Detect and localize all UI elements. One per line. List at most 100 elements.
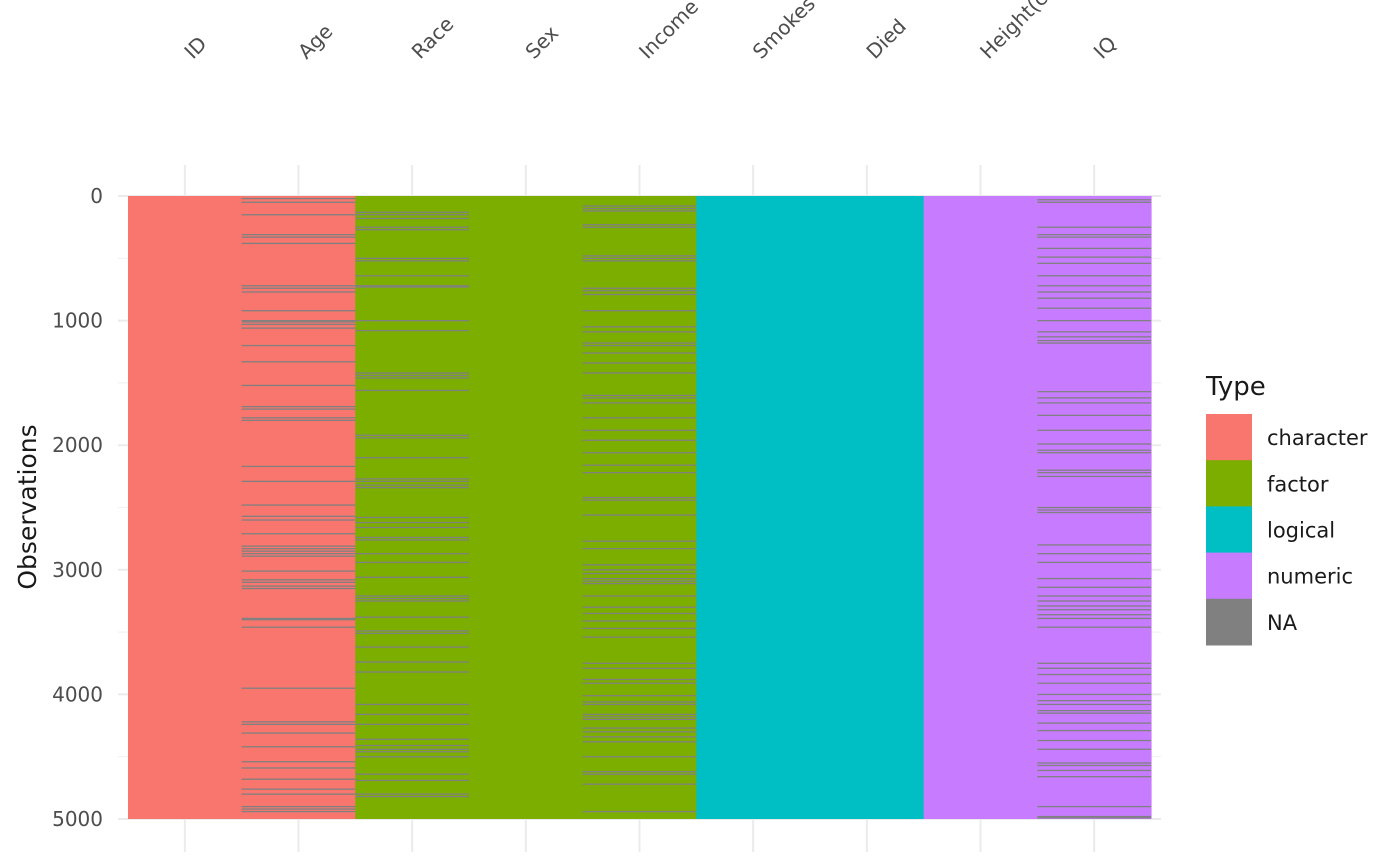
legend-swatch [1206, 460, 1252, 507]
na-marker [582, 499, 697, 501]
na-marker [582, 678, 697, 681]
na-marker [1037, 320, 1151, 322]
y-axis-title: Observations [13, 424, 42, 589]
na-marker [1037, 667, 1151, 669]
na-marker [582, 207, 697, 210]
na-marker [355, 480, 469, 483]
x-tick-label: Died [861, 14, 910, 63]
na-marker [355, 521, 469, 524]
na-marker [582, 260, 697, 262]
na-marker [1037, 256, 1151, 258]
column-tile-age [241, 196, 356, 819]
na-marker [1037, 586, 1151, 588]
na-marker [355, 372, 469, 374]
na-marker [355, 646, 469, 648]
na-marker [241, 408, 356, 410]
x-tick-label: ID [179, 31, 211, 63]
na-marker [241, 553, 356, 555]
y-axis-labels: 0 1000 2000 3000 4000 5000 [52, 184, 103, 831]
na-marker [241, 723, 356, 726]
na-marker [582, 695, 697, 697]
na-marker [355, 703, 469, 706]
na-marker [355, 516, 469, 519]
x-tick-label: Sex [520, 21, 563, 64]
na-marker [355, 779, 469, 782]
na-marker [582, 771, 697, 773]
na-marker [582, 290, 697, 292]
na-marker [1037, 729, 1151, 732]
na-marker [1037, 201, 1151, 203]
na-marker [241, 344, 356, 347]
na-marker [355, 793, 469, 795]
na-marker [1037, 336, 1151, 338]
na-marker [355, 561, 469, 564]
na-marker [241, 767, 356, 769]
na-marker [582, 257, 697, 259]
na-marker [355, 748, 469, 750]
na-marker [1037, 247, 1151, 250]
na-marker [582, 713, 697, 716]
legend-label: factor [1267, 472, 1329, 496]
na-marker [241, 291, 356, 293]
na-marker [241, 323, 356, 326]
na-marker [582, 397, 697, 399]
na-marker [1037, 609, 1151, 611]
na-marker [355, 744, 469, 747]
na-marker [1037, 815, 1151, 818]
x-axis-labels: ID Age Race Sex Income Smokes Died Height(cm) IQ [179, 0, 1121, 64]
na-marker [241, 617, 356, 620]
na-marker [1037, 331, 1151, 333]
na-marker [1037, 762, 1151, 764]
legend-item: NA [1206, 598, 1298, 646]
legend-item: factor [1206, 460, 1329, 507]
na-marker [1037, 703, 1151, 706]
na-marker [582, 226, 697, 228]
na-marker [241, 321, 356, 323]
na-marker [355, 229, 469, 231]
na-marker [1037, 339, 1151, 342]
na-marker [1037, 199, 1151, 201]
na-marker [1037, 769, 1151, 772]
na-marker [582, 293, 697, 296]
na-marker [355, 597, 469, 600]
na-marker [1037, 617, 1151, 620]
na-marker [1037, 342, 1151, 344]
na-marker [355, 713, 469, 716]
na-marker [582, 417, 697, 419]
na-marker [355, 329, 469, 332]
na-marker [582, 582, 697, 585]
na-marker [582, 718, 697, 721]
na-marker [1037, 402, 1151, 404]
y-tick-label: 4000 [52, 682, 103, 706]
na-marker [355, 526, 469, 529]
na-marker [1037, 577, 1151, 580]
na-marker [582, 402, 697, 404]
na-marker [355, 661, 469, 663]
na-marker [241, 545, 356, 547]
legend-swatch [1206, 598, 1252, 646]
na-marker [1037, 452, 1151, 454]
na-marker [241, 419, 356, 421]
na-marker [582, 773, 697, 775]
na-marker [1037, 709, 1151, 712]
legend-item: numeric [1206, 552, 1353, 600]
na-marker [355, 738, 469, 740]
heatmap-columns [128, 196, 1152, 819]
na-marker [1037, 307, 1151, 309]
na-marker [582, 210, 697, 212]
na-marker [582, 255, 697, 257]
na-marker [582, 731, 697, 733]
na-marker [355, 751, 469, 753]
y-tick-label: 1000 [52, 309, 103, 333]
na-marker [355, 600, 469, 602]
na-marker [355, 434, 469, 436]
na-marker [241, 236, 356, 238]
na-marker [582, 580, 697, 582]
na-marker [582, 595, 697, 597]
na-marker [1037, 662, 1151, 664]
na-marker [241, 361, 356, 363]
na-marker [1037, 605, 1151, 607]
na-marker [1037, 764, 1151, 767]
na-marker [582, 783, 697, 785]
